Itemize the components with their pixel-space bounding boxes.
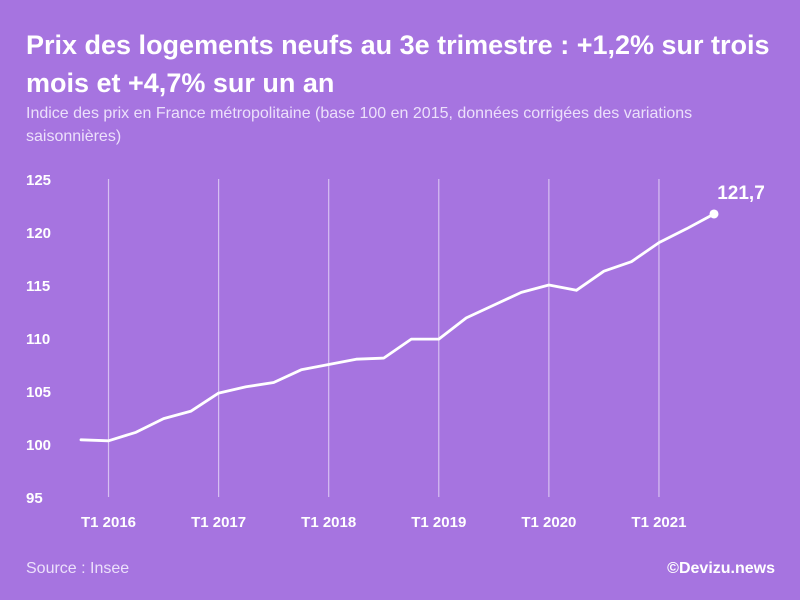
- chart-subtitle: Indice des prix en France métropolitaine…: [26, 105, 693, 145]
- data-label: 121,7: [717, 183, 765, 204]
- x-tick-label: T1 2017: [191, 514, 246, 531]
- chart-title: Prix des logements neufs au 3e trimestre…: [26, 30, 770, 98]
- y-tick-label: 110: [26, 331, 50, 348]
- brand-credit: ©Devizu.news: [667, 560, 775, 577]
- source-note: Source : Insee: [26, 560, 130, 577]
- last-point-marker: [709, 209, 719, 219]
- x-tick-label: T1 2016: [81, 514, 136, 531]
- x-tick-label: T1 2020: [521, 514, 576, 531]
- y-tick-label: 105: [26, 384, 51, 401]
- y-tick-label: 115: [26, 278, 50, 295]
- x-tick-label: T1 2018: [301, 514, 356, 531]
- x-tick-label: T1 2021: [631, 514, 686, 531]
- y-tick-label: 125: [26, 172, 51, 189]
- series-line: [79, 212, 716, 443]
- y-tick-label: 120: [26, 225, 51, 242]
- x-tick-label: T1 2019: [411, 514, 466, 531]
- y-tick-label: 100: [26, 437, 51, 454]
- y-tick-label: 95: [26, 490, 43, 507]
